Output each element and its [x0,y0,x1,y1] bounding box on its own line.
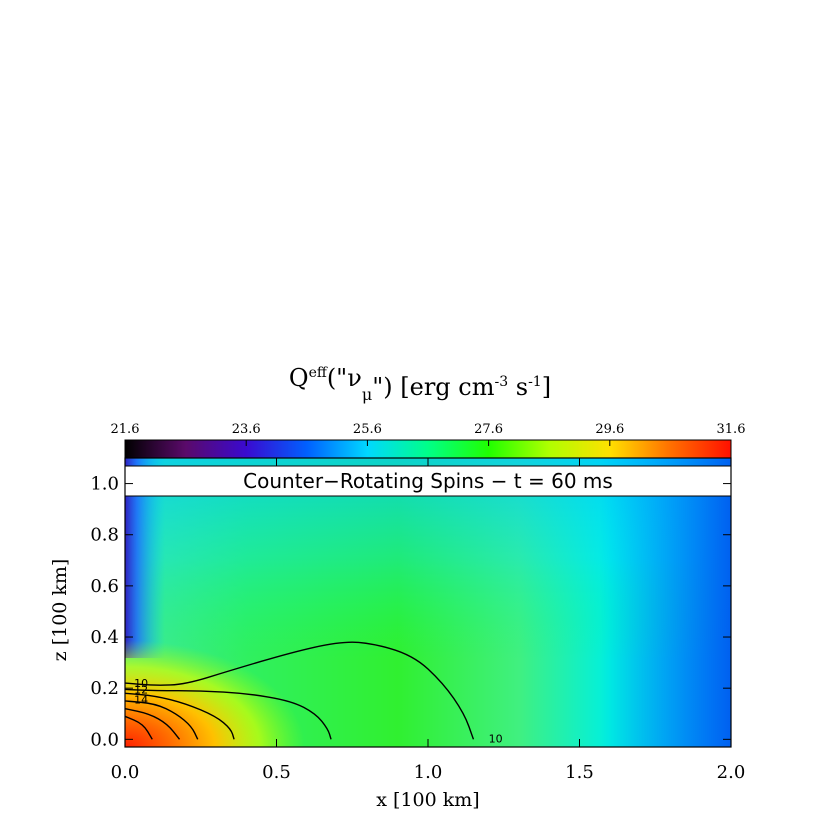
y-tick-label: 0.0 [90,729,119,750]
colorbar-tick-label: 25.6 [353,422,382,437]
colorbar-tick-label: 27.6 [474,422,503,437]
colorbar-tick-label: 21.6 [111,422,140,437]
colorbar-tick-label: 29.6 [595,422,624,437]
heatmap-field [125,458,731,747]
y-tick-label: 0.2 [90,678,119,699]
chart-title: Qeff("νμ") [erg cm-3 s-1] [289,364,551,404]
y-tick-label: 0.6 [90,576,119,597]
y-tick-label: 0.8 [90,525,119,546]
contour-line [125,700,199,740]
colorbar-tick-label: 31.6 [717,422,746,437]
contour-line [125,692,235,740]
contour-label: 10 [489,732,503,745]
x-tick-label: 0.0 [111,762,140,783]
colorbar: 21.6 23.6 25.6 27.6 29.6 31.6 [111,422,746,463]
x-tick-label: 2.0 [717,762,746,783]
y-axis-label: z [100 km] [49,559,71,662]
y-axis-ticks: 0.0 0.2 0.4 0.6 0.8 1.0 [90,474,731,750]
y-tick-label: 0.4 [90,627,119,648]
contour-line [125,641,475,740]
x-axis-ticks: 0.0 0.5 1.0 1.5 2.0 [111,458,746,783]
contour-line [125,688,332,740]
contour-label: 12 [134,683,148,696]
x-tick-label: 1.0 [414,762,443,783]
contour-line [125,707,181,740]
contour-label: 10 [134,677,148,690]
colorbar-ticks: 21.6 23.6 25.6 27.6 29.6 31.6 [111,422,746,446]
colorbar-tick-label: 23.6 [232,422,261,437]
y-tick-label: 1.0 [90,474,119,495]
x-tick-label: 0.5 [262,762,291,783]
contour-line [125,715,153,740]
banner-text: Counter−Rotating Spins − t = 60 ms [243,469,613,493]
contour-label: 14 [134,693,148,706]
x-tick-label: 1.5 [565,762,594,783]
x-axis-label: x [100 km] [376,789,479,811]
